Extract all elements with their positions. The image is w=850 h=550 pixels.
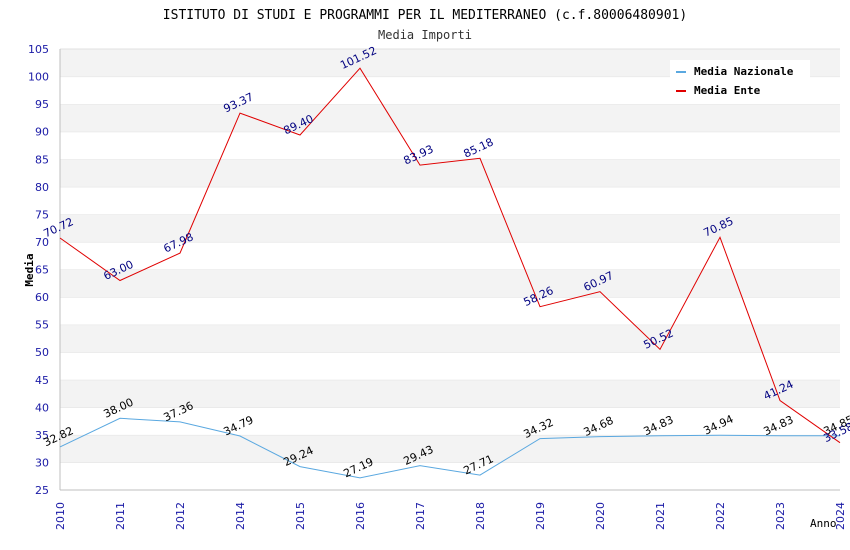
x-tick-label: 2023 bbox=[774, 502, 787, 530]
x-tick-label: 2020 bbox=[594, 502, 607, 530]
y-tick-label: 40 bbox=[35, 401, 49, 414]
grid-band bbox=[60, 297, 840, 325]
legend: Media Nazionale Media Ente bbox=[670, 60, 810, 100]
chart-title: ISTITUTO DI STUDI E PROGRAMMI PER IL MED… bbox=[163, 8, 687, 23]
x-tick-label: 2012 bbox=[174, 502, 187, 530]
y-axis-label: Media bbox=[23, 253, 36, 286]
y-tick-label: 95 bbox=[35, 98, 49, 111]
y-tick-label: 105 bbox=[28, 43, 49, 56]
y-tick-label: 80 bbox=[35, 181, 49, 194]
legend-box bbox=[670, 60, 810, 100]
grid-band bbox=[60, 462, 840, 490]
grid-band bbox=[60, 214, 840, 242]
y-tick-label: 75 bbox=[35, 208, 49, 221]
grid-band bbox=[60, 324, 840, 353]
grid-band bbox=[60, 131, 840, 160]
x-tick-label: 2016 bbox=[354, 502, 367, 530]
x-tick-labels: 2010 2011 2012 2014 2015 2016 2017 2018 2019 2020… bbox=[54, 502, 847, 530]
y-tick-label: 55 bbox=[35, 319, 49, 332]
series-line bbox=[59, 67, 841, 444]
grid-bands bbox=[60, 48, 840, 490]
y-tick-labels: 25 30 35 40 45 50 55 60 65 70 75 80 85 90 95 100 105 bbox=[28, 43, 49, 497]
grid-band bbox=[60, 186, 840, 215]
y-tick-label: 85 bbox=[35, 153, 49, 166]
x-tick-label: 2011 bbox=[114, 502, 127, 530]
x-tick-label: 2022 bbox=[714, 502, 727, 530]
grid-band bbox=[60, 104, 840, 132]
x-tick-label: 2021 bbox=[654, 502, 667, 530]
x-axis-label: Anno bbox=[810, 517, 837, 530]
y-tick-label: 50 bbox=[35, 346, 49, 359]
grid-band bbox=[60, 407, 840, 435]
x-tick-label: 2015 bbox=[294, 502, 307, 530]
y-tick-label: 60 bbox=[35, 291, 49, 304]
y-tick-label: 35 bbox=[35, 429, 49, 442]
grid-band bbox=[60, 352, 840, 380]
y-tick-label: 45 bbox=[35, 374, 49, 387]
grid-band bbox=[60, 159, 840, 187]
x-tick-label: 2024 bbox=[834, 502, 847, 530]
legend-entry: Media Nazionale bbox=[694, 65, 794, 78]
x-tick-label: 2014 bbox=[234, 502, 247, 530]
x-tick-label: 2019 bbox=[534, 502, 547, 530]
legend-entry: Media Ente bbox=[694, 84, 761, 97]
x-tick-label: 2018 bbox=[474, 502, 487, 530]
y-tick-label: 25 bbox=[35, 484, 49, 497]
series-line bbox=[59, 417, 841, 479]
series-lines bbox=[59, 67, 841, 479]
y-tick-label: 90 bbox=[35, 126, 49, 139]
y-tick-label: 65 bbox=[35, 264, 49, 277]
chart-subtitle: Media Importi bbox=[378, 28, 472, 42]
y-tick-label: 30 bbox=[35, 456, 49, 469]
grid-band bbox=[60, 269, 840, 298]
y-tick-label: 70 bbox=[35, 236, 49, 249]
grid-band bbox=[60, 434, 840, 463]
grid-band bbox=[60, 379, 840, 408]
y-tick-label: 100 bbox=[28, 71, 49, 84]
x-tick-label: 2010 bbox=[54, 502, 67, 530]
axes bbox=[59, 49, 840, 491]
x-tick-label: 2017 bbox=[414, 502, 427, 530]
